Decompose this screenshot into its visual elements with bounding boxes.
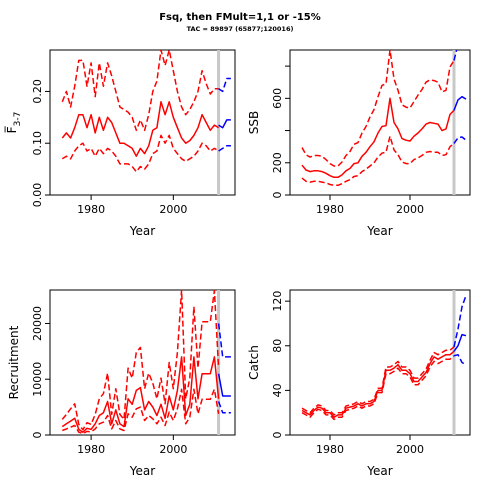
catch-forecast-median-line xyxy=(453,333,467,352)
ssb-forecast-median-line xyxy=(453,95,467,111)
ssb-plot-frame xyxy=(289,49,471,196)
recruitment-x-tick-label: 1980 xyxy=(77,443,105,456)
fbar-history-median-line xyxy=(61,101,219,157)
figure-subtitle: TAC = 89897 (65877;120016) xyxy=(187,25,294,33)
catch-panel: 1980 2000 0 40 80 120 Year Catch xyxy=(247,289,471,478)
ssb-y-tick-label: 600 xyxy=(271,88,284,109)
catch-y-axis-label: Catch xyxy=(247,345,261,380)
catch-history-upper-line xyxy=(301,346,455,416)
catch-y-tick-label: 120 xyxy=(271,291,284,312)
recruitment-history-median-line xyxy=(61,356,220,433)
recruitment-history-upper-line xyxy=(61,290,220,431)
recruitment-y-axis-label: Recruitment xyxy=(7,325,21,399)
ssb-forecast-lower-line xyxy=(453,136,467,144)
figure-title: Fsq, then FMult=1,1 or -15% xyxy=(159,12,321,23)
catch-y-tick-label: 80 xyxy=(271,339,284,353)
ssb-y-tick-label: 200 xyxy=(271,152,284,173)
ssb-y-tick-label: 0 xyxy=(271,192,284,199)
fbar-plot-frame xyxy=(49,49,236,196)
ssb-x-axis-label: Year xyxy=(366,224,392,238)
recruitment-forecast-upper-line xyxy=(217,323,231,358)
ssb-y-axis-label: SSB xyxy=(247,111,261,134)
recruitment-forecast-lower-line xyxy=(217,401,231,414)
catch-x-axis-label: Year xyxy=(366,464,392,478)
catch-plot-frame xyxy=(289,289,471,436)
catch-y-tick-label: 0 xyxy=(271,432,284,439)
fbar-y-axis-label: F̅3-7 xyxy=(4,112,23,134)
ssb-history-upper-line xyxy=(301,50,455,167)
fbar-y-tick-label: 0.00 xyxy=(31,183,44,208)
recruitment-history-lower-line xyxy=(62,388,220,435)
fbar-x-tick-label: 2000 xyxy=(159,203,187,216)
recruitment-forecast-median-line xyxy=(217,373,231,397)
catch-forecast-upper-line xyxy=(453,295,467,348)
catch-forecast-lower-line xyxy=(453,353,467,366)
recruitment-y-tick-label: 20000 xyxy=(31,306,44,341)
fbar-y-tick-label: 0.20 xyxy=(31,79,44,104)
fbar-forecast-upper-line xyxy=(218,77,231,93)
recruitment-x-tick-label: 2000 xyxy=(159,443,187,456)
recruitment-plot-frame xyxy=(49,289,236,436)
fbar-x-axis-label: Year xyxy=(129,224,155,238)
catch-x-tick-label: 2000 xyxy=(396,443,424,456)
fbar-x-tick-label: 1980 xyxy=(77,203,105,216)
fbar-forecast-lower-line xyxy=(218,145,231,152)
fbar-forecast-median-line xyxy=(218,119,231,129)
ssb-panel: 1980 2000 0 200 600 Year SSB xyxy=(247,49,471,238)
fbar-history-lower-line xyxy=(61,134,219,173)
ssb-x-tick-label: 2000 xyxy=(396,203,424,216)
recruitment-y-tick-label: 0 xyxy=(31,432,44,439)
fbar-y-tick-label: 0.10 xyxy=(31,131,44,156)
recruitment-y-tick-label: 10000 xyxy=(31,362,44,397)
catch-x-tick-label: 1980 xyxy=(316,443,344,456)
ssb-history-lower-line xyxy=(301,135,455,187)
ssb-x-tick-label: 1980 xyxy=(316,203,344,216)
fbar-history-upper-line xyxy=(61,50,219,132)
fbar-panel: 1980 2000 0.00 0.10 0.20 Year F̅3-7 xyxy=(4,49,236,238)
catch-y-tick-label: 40 xyxy=(271,383,284,397)
catch-history-median-line xyxy=(301,350,455,418)
recruitment-x-axis-label: Year xyxy=(129,464,155,478)
ssb-history-median-line xyxy=(301,97,455,179)
